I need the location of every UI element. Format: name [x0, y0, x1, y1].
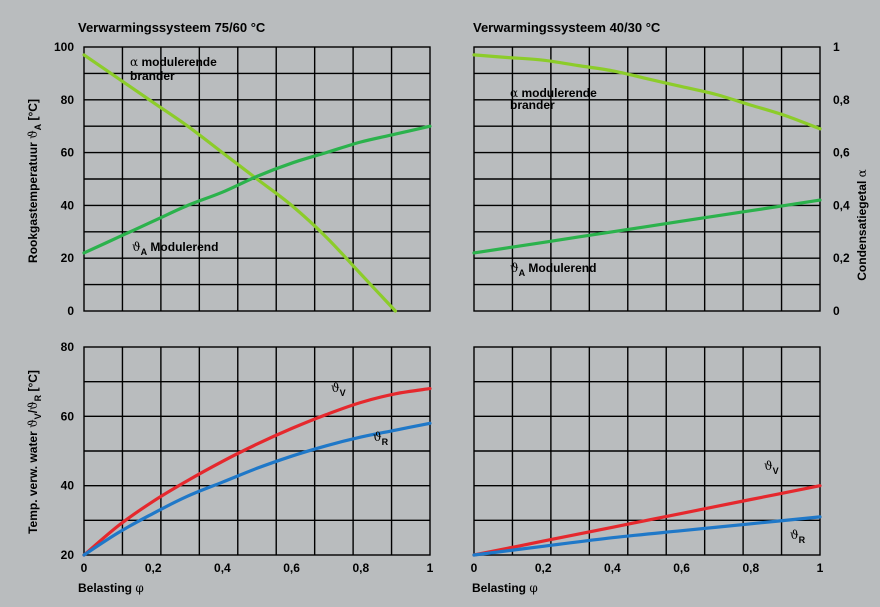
- y-tick-label-right: 1: [833, 40, 840, 54]
- series-left-theta-a-modulerend: [82, 124, 432, 255]
- series-right-theta-a-modulerend: [472, 198, 822, 255]
- series-right-alpha-modulerende-brander: [472, 53, 822, 131]
- series-left-theta-v: [82, 387, 432, 557]
- y-tick-label-left-top: 20: [61, 251, 75, 265]
- annotation-theta-a-right: ϑA Modulerend: [510, 261, 596, 278]
- annotation-theta-r-left: ϑR: [373, 430, 389, 447]
- x-tick-label-right: 0: [471, 561, 478, 575]
- annotation-theta-v-right: ϑV: [764, 459, 779, 476]
- grid-left: [83, 46, 431, 556]
- series-right-theta-v: [472, 484, 822, 557]
- chart-title-left: Verwarmingssysteem 75/60 °C: [78, 20, 266, 35]
- x-tick-label-right: 1: [817, 561, 824, 575]
- x-tick-label-left: 0,2: [145, 561, 162, 575]
- x-tick-label-left: 0: [81, 561, 88, 575]
- x-tick-label-left: 0,6: [283, 561, 300, 575]
- y-tick-label-right: 0,6: [833, 146, 850, 160]
- y-tick-label-left-bottom: 40: [61, 479, 75, 493]
- y-tick-label-left-bottom: 20: [61, 548, 75, 562]
- annotation-theta-a-left: ϑA Modulerend: [132, 240, 218, 257]
- x-tick-label-left: 0,8: [352, 561, 369, 575]
- x-tick-label-right: 0,4: [604, 561, 621, 575]
- y-tick-label-left-top: 100: [54, 40, 74, 54]
- y-tick-label-right: 0,2: [833, 251, 850, 265]
- tick-labels: 0 0,2 0,4 0,6 0,8 1 0 0,2 0,4 0,6 0,8 1020406080100…: [54, 40, 850, 575]
- x-tick-label-left: 1: [427, 561, 434, 575]
- y-tick-label-left-top: 60: [61, 146, 75, 160]
- y-axis-label-bottom: Temp. verw. water ϑV/ϑR [°C]: [26, 370, 43, 534]
- y-tick-label-left-top: 0: [67, 304, 74, 318]
- grid-right: [473, 46, 821, 556]
- series-left-theta-r: [82, 421, 432, 557]
- y-axis-label-right: Condensatiegetal α: [855, 169, 869, 280]
- annotation-theta-r-right: ϑR: [790, 528, 806, 545]
- x-tick-label-right: 0,2: [535, 561, 552, 575]
- x-tick-label-left: 0,4: [214, 561, 231, 575]
- y-tick-label-right: 0,4: [833, 198, 850, 212]
- x-tick-label-right: 0,8: [742, 561, 759, 575]
- y-tick-label-left-top: 40: [61, 198, 75, 212]
- y-tick-label-right: 0,8: [833, 93, 850, 107]
- series-left-alpha-modulerende-brander: [82, 53, 397, 313]
- y-tick-label-left-bottom: 60: [61, 409, 75, 423]
- y-tick-label-right: 0: [833, 304, 840, 318]
- x-tick-label-right: 0,6: [673, 561, 690, 575]
- y-tick-label-left-bottom: 80: [61, 340, 75, 354]
- chart-curves: [82, 53, 822, 557]
- annotation-theta-v-left: ϑV: [331, 381, 346, 398]
- x-axis-label-left: Belasting φ: [78, 581, 144, 595]
- annotation-alpha-right: α modulerende brander: [510, 86, 597, 112]
- y-tick-label-left-top: 80: [61, 93, 75, 107]
- x-axis-label-right: Belasting φ: [472, 581, 538, 595]
- chart-title-right: Verwarmingssysteem 40/30 °C: [473, 20, 661, 35]
- series-right-theta-r: [472, 515, 822, 557]
- annotation-alpha-left: α modulerende brander: [130, 55, 217, 83]
- y-axis-label-top: Rookgastemperatuur ϑA [°C]: [26, 99, 43, 263]
